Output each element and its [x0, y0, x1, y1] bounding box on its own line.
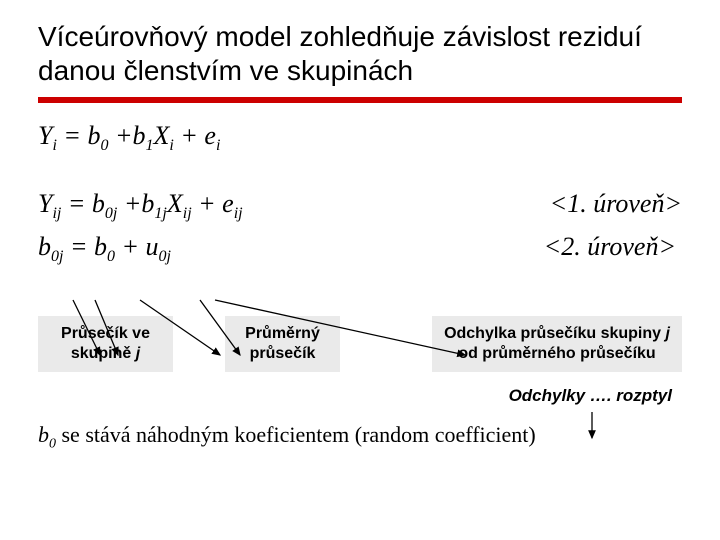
footer-note: b0 se stává náhodným koeficientem (rando…	[38, 422, 682, 452]
box-intercept-group-j: Průsečík ve skupině j	[38, 316, 173, 372]
equation-1: Yi = b0 +b1Xi + ei	[38, 121, 682, 155]
box-mean-intercept: Průměrný průsečík	[225, 316, 340, 372]
equation-2: Yij = b0j +b1jXij + eij	[38, 189, 243, 223]
box-deviation: Odchylka průsečíku skupiny j od průměrné…	[432, 316, 682, 372]
level-2-label: <2. úroveň>	[544, 232, 682, 262]
level-1-label: <1. úroveň>	[550, 189, 682, 219]
slide-title: Víceúrovňový model zohledňuje závislost …	[38, 20, 682, 87]
slide: Víceúrovňový model zohledňuje závislost …	[0, 0, 720, 540]
equation-3-row: b0j = b0 + u0j <2. úroveň>	[38, 232, 682, 266]
equation-2-row: Yij = b0j +b1jXij + eij <1. úroveň>	[38, 189, 682, 223]
deviation-note: Odchylky …. rozptyl	[38, 386, 682, 406]
equation-3: b0j = b0 + u0j	[38, 232, 171, 266]
annotation-boxes: Průsečík ve skupině j Průměrný průsečík …	[38, 316, 682, 372]
title-underline	[38, 97, 682, 103]
